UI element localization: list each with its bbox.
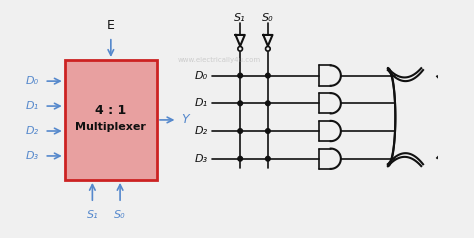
- Text: Y: Y: [181, 114, 189, 126]
- Circle shape: [238, 101, 243, 106]
- FancyBboxPatch shape: [64, 60, 157, 180]
- Text: D₀: D₀: [195, 71, 208, 81]
- Circle shape: [265, 73, 270, 78]
- Circle shape: [265, 101, 270, 106]
- Circle shape: [238, 156, 243, 161]
- Text: S₀: S₀: [114, 209, 126, 219]
- Text: Multiplexer: Multiplexer: [75, 122, 146, 132]
- Circle shape: [265, 156, 270, 161]
- Text: D₁: D₁: [195, 98, 208, 108]
- Text: S₁: S₁: [87, 209, 98, 219]
- Text: S₁: S₁: [234, 13, 246, 23]
- Text: D₂: D₂: [26, 126, 39, 136]
- Circle shape: [265, 129, 270, 133]
- Text: D₀: D₀: [26, 76, 39, 86]
- Text: D₂: D₂: [195, 126, 208, 136]
- Text: E: E: [107, 19, 115, 32]
- Text: D₃: D₃: [26, 151, 39, 161]
- Text: S₀: S₀: [262, 13, 273, 23]
- Text: 4 : 1: 4 : 1: [95, 104, 127, 117]
- Text: www.electrically4u.com: www.electrically4u.com: [177, 57, 261, 63]
- Text: D₁: D₁: [26, 101, 39, 111]
- Circle shape: [238, 73, 243, 78]
- Circle shape: [238, 129, 243, 133]
- Text: D₃: D₃: [195, 154, 208, 164]
